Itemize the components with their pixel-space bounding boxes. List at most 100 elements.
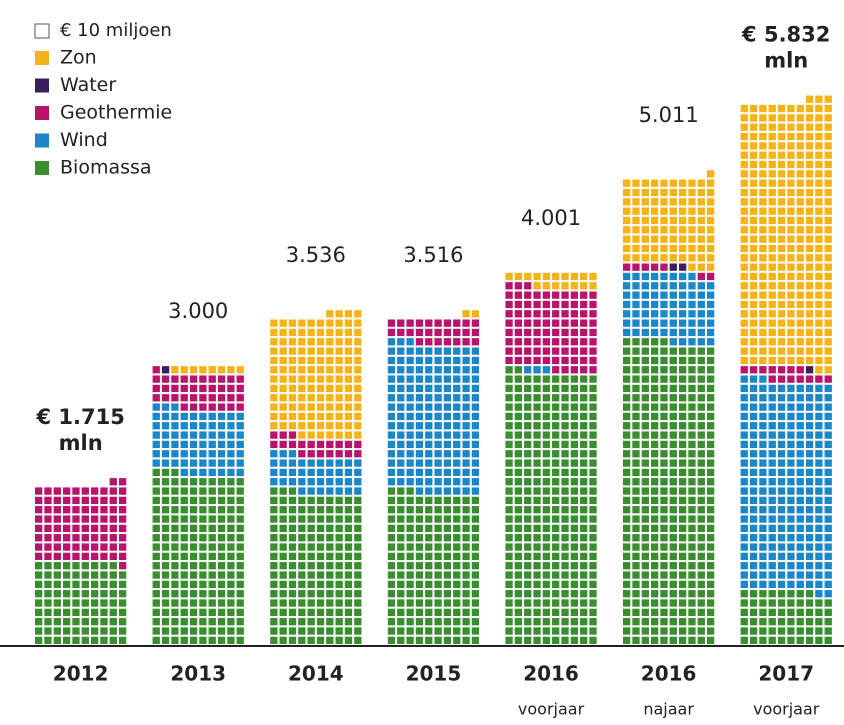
square (161, 534, 170, 542)
square (561, 562, 569, 570)
square (706, 599, 715, 607)
square (514, 412, 523, 421)
square (787, 618, 795, 626)
square (453, 534, 461, 542)
square (415, 599, 424, 607)
square (387, 394, 396, 402)
square (316, 636, 325, 644)
square (505, 599, 513, 607)
square (542, 403, 551, 411)
square (561, 524, 569, 533)
square (749, 142, 758, 150)
square (542, 384, 551, 393)
segment (35, 478, 127, 570)
square (787, 487, 795, 495)
square (740, 319, 748, 327)
square (236, 636, 244, 644)
square (688, 431, 696, 439)
square (542, 496, 551, 505)
square (161, 627, 170, 635)
square (777, 468, 786, 477)
square (660, 216, 668, 225)
square (524, 440, 532, 449)
square (669, 468, 677, 477)
square (623, 534, 631, 542)
square (227, 375, 235, 383)
square (796, 468, 804, 477)
square (768, 375, 776, 383)
square (514, 431, 523, 439)
square (768, 440, 776, 449)
square (570, 543, 579, 551)
square (344, 431, 353, 439)
square (189, 412, 198, 421)
square (815, 272, 823, 281)
square (815, 496, 823, 505)
square (443, 450, 452, 458)
square (425, 506, 433, 514)
square (471, 459, 480, 467)
square (777, 422, 786, 430)
square (580, 403, 588, 411)
square (208, 496, 216, 505)
square (697, 282, 705, 290)
square (326, 310, 334, 318)
square (796, 375, 804, 383)
square (678, 580, 687, 589)
square (570, 506, 579, 514)
total-label: 3.536 (286, 243, 346, 267)
square (152, 580, 160, 589)
square (787, 291, 795, 299)
square (406, 478, 414, 486)
square (749, 562, 758, 570)
square (344, 543, 353, 551)
square (152, 590, 160, 598)
square (759, 459, 767, 467)
square (660, 366, 668, 374)
square (552, 496, 560, 505)
square (669, 543, 677, 551)
square (815, 478, 823, 486)
square (824, 524, 832, 533)
square (279, 356, 287, 365)
square (298, 627, 306, 635)
square (632, 431, 640, 439)
square (678, 328, 687, 337)
segment (740, 366, 832, 383)
square (307, 534, 315, 542)
square (279, 412, 287, 421)
square (35, 599, 43, 607)
square (53, 608, 61, 617)
square (815, 160, 823, 169)
square (632, 272, 640, 281)
square (650, 450, 659, 458)
square (505, 459, 513, 467)
square (552, 412, 560, 421)
square (552, 487, 560, 495)
square (552, 328, 560, 337)
square (514, 403, 523, 411)
square (505, 328, 513, 337)
square (632, 384, 640, 393)
square (787, 571, 795, 579)
square (697, 608, 705, 617)
square (623, 198, 631, 206)
square (397, 534, 405, 542)
square (44, 552, 52, 561)
square (688, 636, 696, 644)
square (397, 328, 405, 337)
square (749, 543, 758, 551)
segment (270, 450, 362, 495)
square (650, 226, 659, 234)
square (316, 338, 325, 346)
square (434, 394, 442, 402)
square (641, 291, 649, 299)
square (533, 347, 541, 355)
square (288, 618, 297, 626)
square (35, 580, 43, 589)
square (152, 524, 160, 533)
square (462, 618, 470, 626)
square (759, 580, 767, 589)
square (796, 524, 804, 533)
square (152, 515, 160, 523)
